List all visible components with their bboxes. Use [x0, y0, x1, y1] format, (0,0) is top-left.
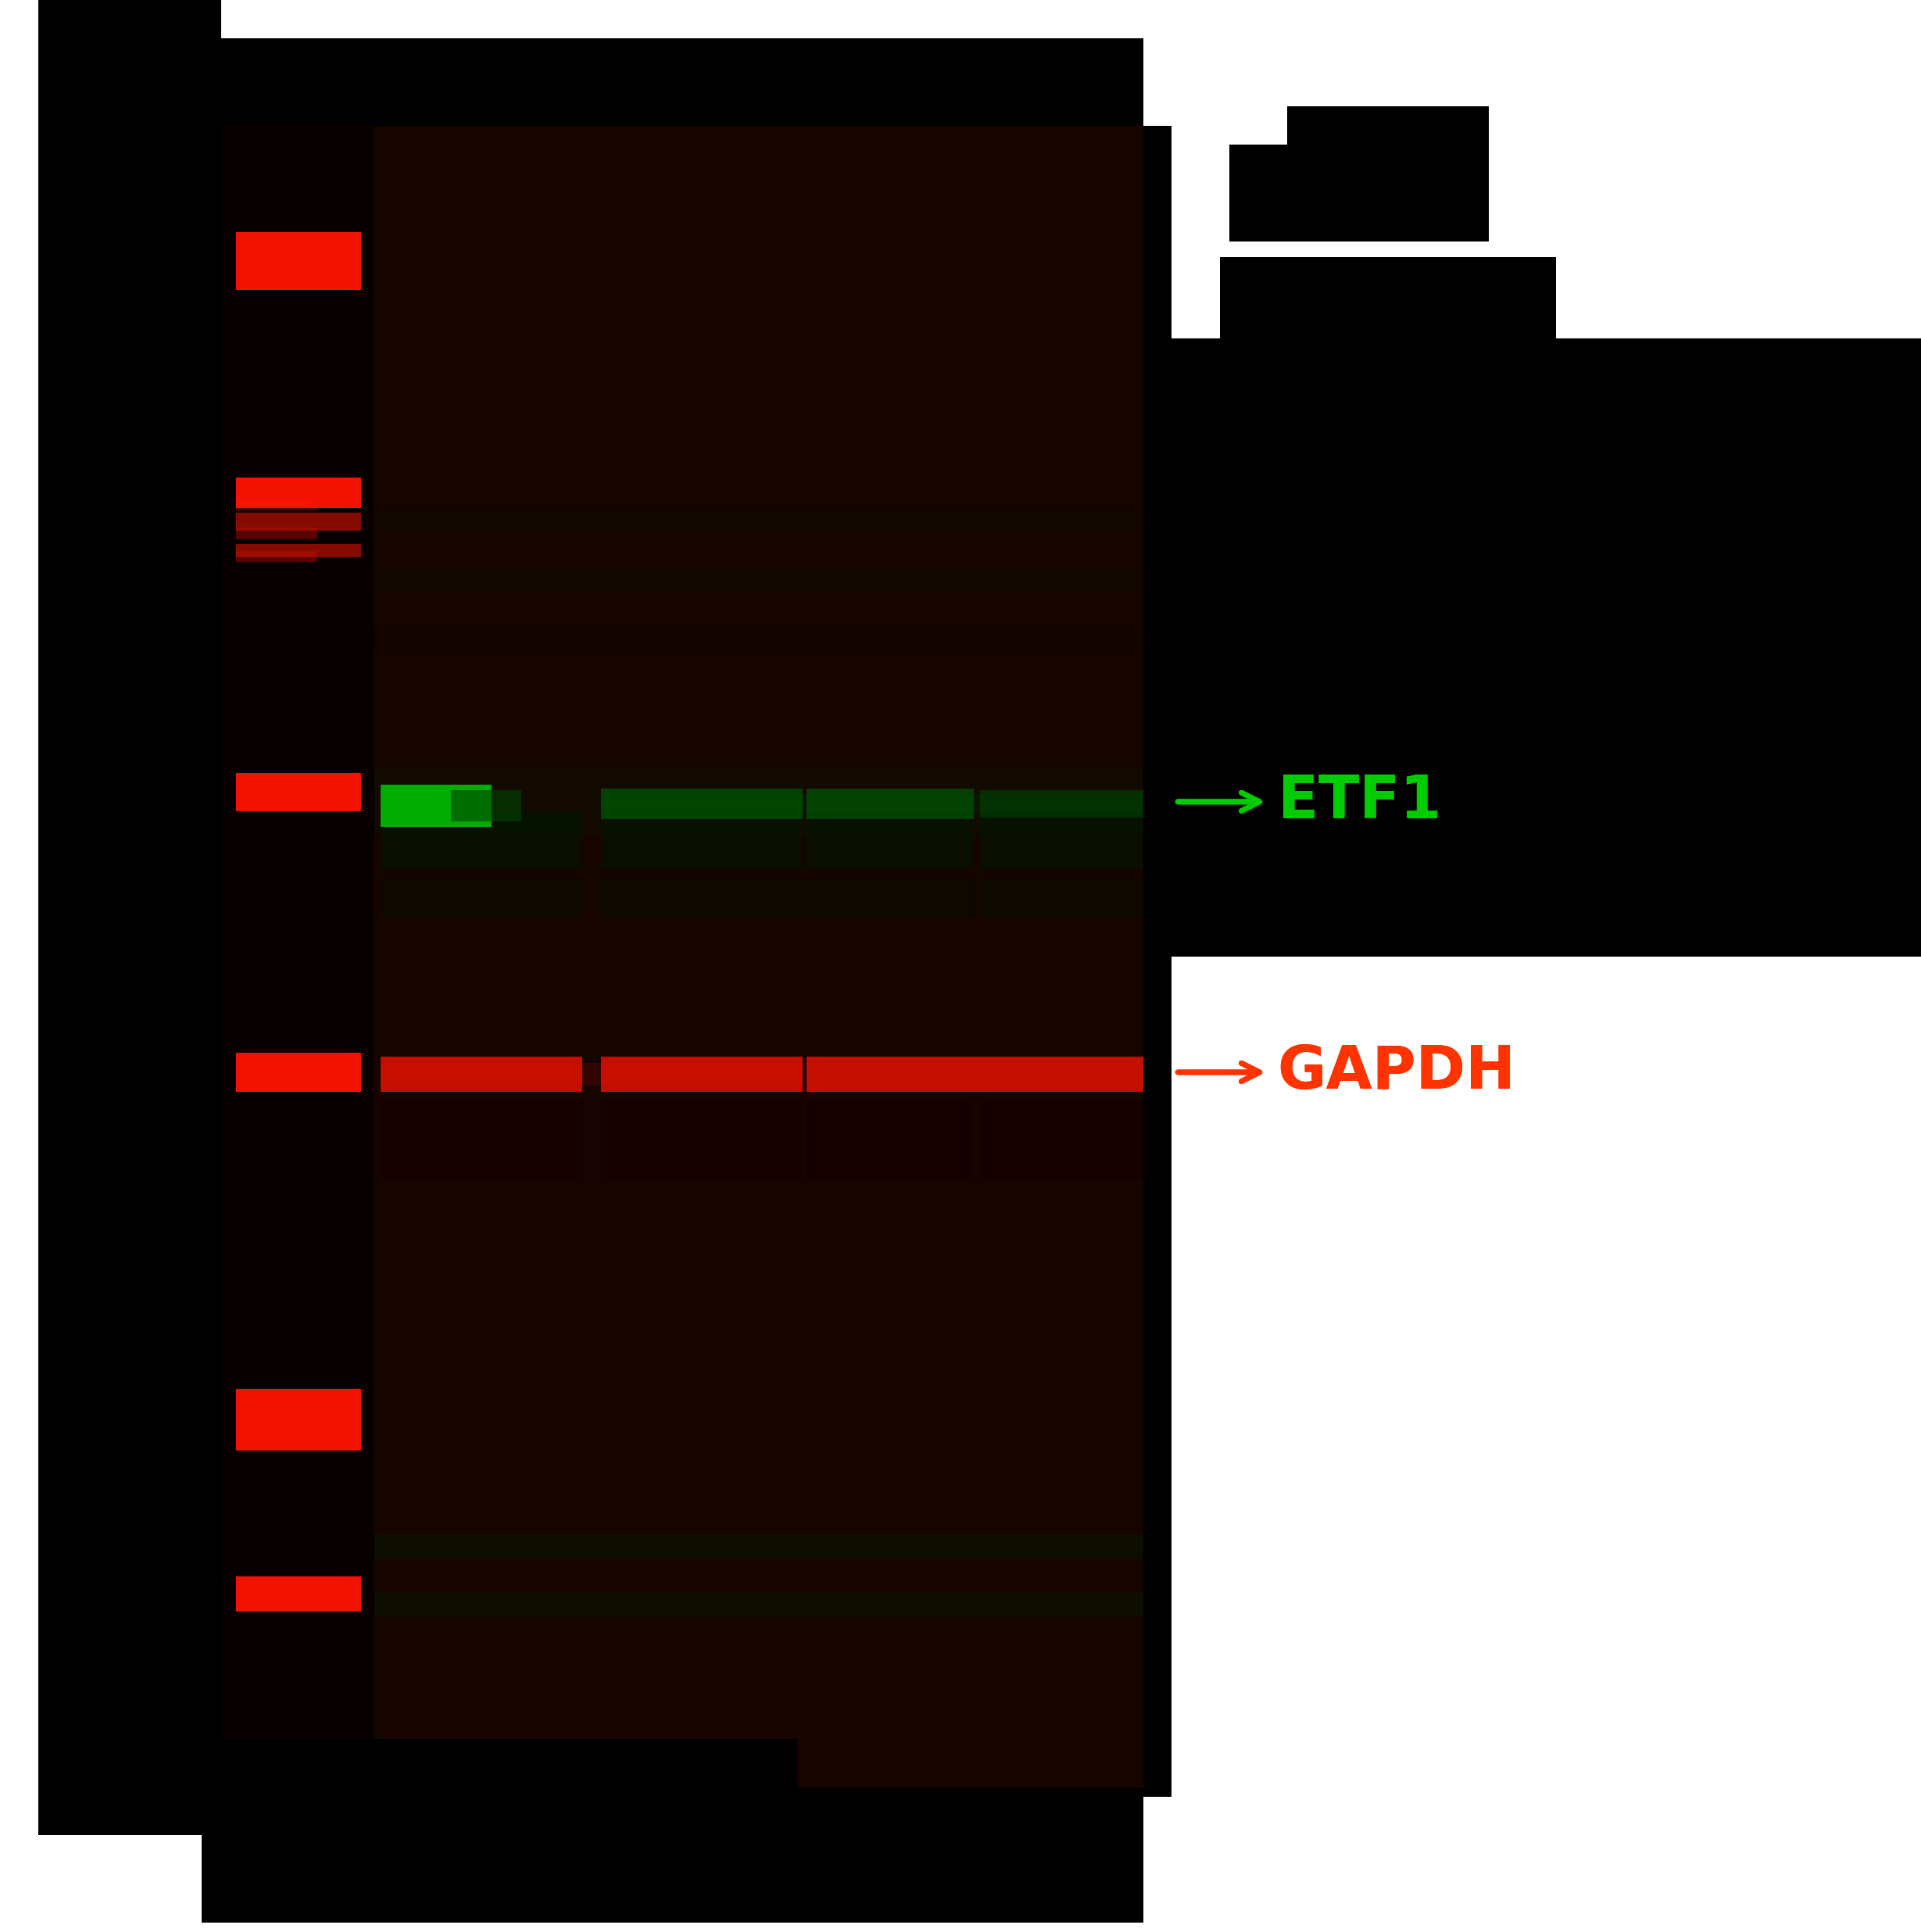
FancyBboxPatch shape [236, 1389, 361, 1451]
FancyBboxPatch shape [375, 767, 1143, 837]
FancyBboxPatch shape [375, 1592, 1143, 1617]
FancyBboxPatch shape [236, 232, 361, 290]
Text: ETF1: ETF1 [1277, 773, 1441, 831]
FancyBboxPatch shape [38, 0, 221, 1835]
FancyBboxPatch shape [221, 1739, 797, 1913]
FancyBboxPatch shape [375, 568, 1143, 591]
FancyBboxPatch shape [236, 498, 317, 510]
FancyBboxPatch shape [807, 788, 974, 819]
FancyBboxPatch shape [380, 784, 492, 827]
FancyBboxPatch shape [202, 39, 1143, 126]
FancyBboxPatch shape [451, 790, 523, 821]
FancyBboxPatch shape [380, 1063, 1143, 1086]
FancyBboxPatch shape [601, 811, 803, 869]
FancyBboxPatch shape [236, 1577, 361, 1611]
Text: ETF1: ETF1 [1277, 773, 1441, 831]
FancyBboxPatch shape [807, 1057, 1143, 1092]
FancyBboxPatch shape [380, 811, 582, 869]
FancyBboxPatch shape [375, 1534, 1143, 1559]
FancyBboxPatch shape [375, 626, 1143, 649]
FancyBboxPatch shape [380, 879, 582, 918]
FancyBboxPatch shape [980, 790, 1143, 817]
FancyBboxPatch shape [202, 1787, 1143, 1922]
FancyBboxPatch shape [236, 773, 361, 811]
FancyBboxPatch shape [601, 794, 1143, 813]
FancyBboxPatch shape [236, 1053, 361, 1092]
FancyBboxPatch shape [236, 545, 361, 556]
FancyBboxPatch shape [375, 510, 1143, 533]
FancyBboxPatch shape [380, 1063, 803, 1086]
FancyBboxPatch shape [601, 788, 803, 819]
FancyBboxPatch shape [1287, 106, 1489, 155]
FancyBboxPatch shape [601, 1101, 803, 1179]
FancyBboxPatch shape [221, 126, 375, 1797]
FancyBboxPatch shape [601, 879, 803, 918]
FancyBboxPatch shape [980, 811, 1143, 869]
FancyBboxPatch shape [380, 1057, 582, 1092]
FancyBboxPatch shape [236, 551, 317, 562]
FancyBboxPatch shape [807, 811, 974, 869]
FancyBboxPatch shape [1220, 257, 1556, 357]
FancyBboxPatch shape [375, 126, 1143, 1797]
FancyBboxPatch shape [1143, 126, 1172, 1797]
FancyBboxPatch shape [980, 879, 1143, 918]
Text: GAPDH: GAPDH [1277, 1043, 1516, 1101]
FancyBboxPatch shape [236, 527, 317, 539]
FancyBboxPatch shape [807, 879, 974, 918]
FancyBboxPatch shape [980, 1101, 1143, 1179]
FancyBboxPatch shape [236, 512, 361, 529]
FancyBboxPatch shape [221, 126, 1143, 1797]
FancyBboxPatch shape [380, 1101, 582, 1179]
FancyBboxPatch shape [1162, 338, 1921, 956]
Text: GAPDH: GAPDH [1277, 1043, 1516, 1101]
FancyBboxPatch shape [1229, 145, 1489, 242]
FancyBboxPatch shape [601, 1057, 803, 1092]
FancyBboxPatch shape [236, 477, 361, 508]
FancyBboxPatch shape [807, 1101, 974, 1179]
